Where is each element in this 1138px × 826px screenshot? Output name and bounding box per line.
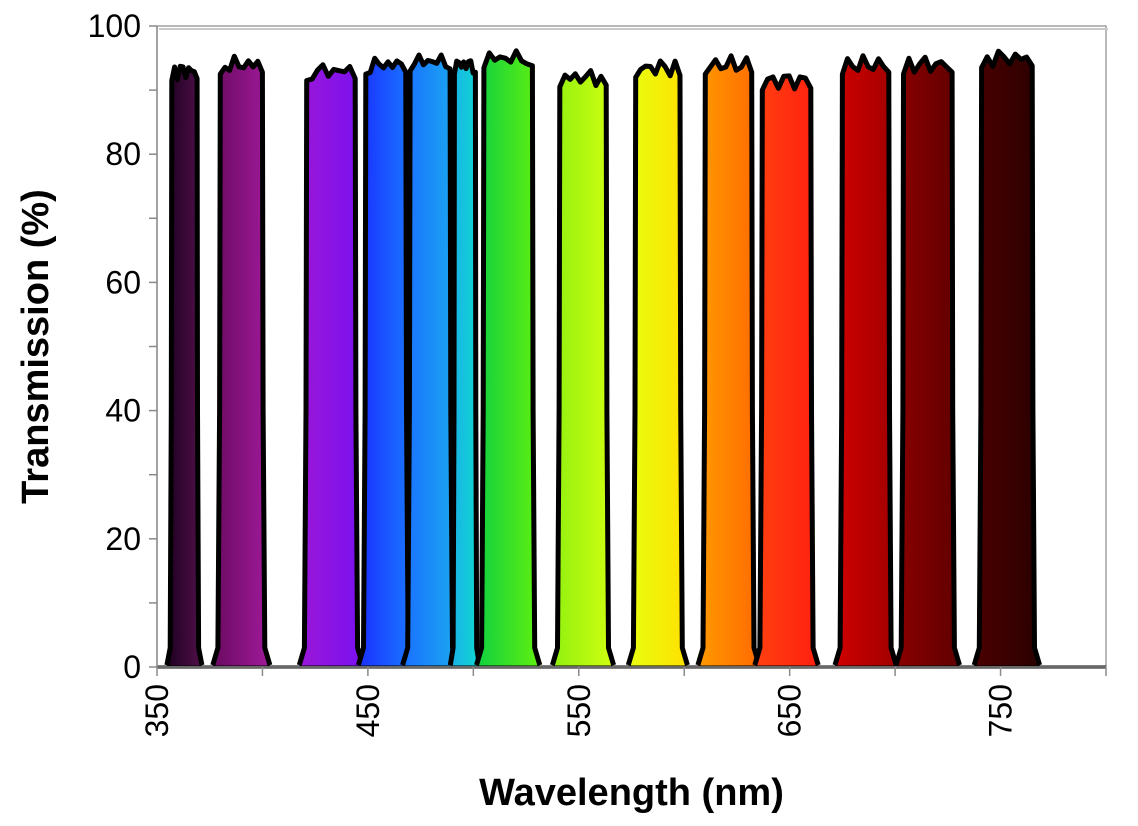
filter-band-outline-11 — [752, 73, 821, 666]
filter-band-outline-9 — [625, 58, 690, 666]
filter-band-fill-10 — [697, 55, 760, 668]
y-tick-label: 40 — [105, 393, 141, 429]
x-axis-title: Wavelength (nm) — [479, 772, 784, 814]
filter-band-fill-2 — [212, 56, 270, 667]
filter-band-fill-7 — [476, 50, 540, 668]
filter-band-outline-13 — [893, 54, 962, 666]
filter-band-fill-8 — [552, 70, 614, 668]
filter-band-outline-4 — [356, 55, 416, 666]
y-axis-title: Transmission (%) — [15, 189, 57, 504]
axis-labels: Wavelength (nm) Transmission (%) — [15, 189, 784, 814]
axes: 0 20 40 60 80 100 350 450 550 650 750 — [88, 8, 1107, 737]
x-tick-label: 450 — [350, 684, 386, 737]
filter-band-fill-1 — [166, 66, 202, 668]
x-tick-label: 350 — [139, 684, 175, 737]
y-tick-label: 100 — [88, 8, 141, 44]
x-tick-label: 750 — [983, 684, 1019, 737]
filter-band-fill-9 — [628, 61, 688, 667]
filter-band-outline-10 — [695, 53, 762, 666]
y-tick-label: 80 — [105, 136, 141, 172]
filter-band-fill-6 — [450, 60, 480, 668]
filter-band-fill-13 — [896, 57, 960, 667]
filter-band-outline-5 — [400, 52, 460, 666]
y-tick-label: 20 — [105, 521, 141, 557]
filter-band-fill-5 — [402, 55, 458, 667]
filter-band-outline-14 — [971, 48, 1042, 666]
filter-band-outline-3 — [296, 62, 366, 666]
filter-band-outline-8 — [550, 68, 616, 666]
filter-band-fill-3 — [299, 64, 363, 668]
filter-band-outline-2 — [210, 53, 273, 666]
filter-band-outline-6 — [447, 58, 482, 666]
filter-band-outline-12 — [832, 53, 899, 666]
filter-band-fill-4 — [358, 58, 414, 668]
filter-curves — [157, 48, 1106, 669]
y-tick-label: 60 — [105, 264, 141, 300]
y-tick-label: 0 — [123, 649, 141, 685]
x-tick-label: 650 — [772, 684, 808, 737]
filter-band-outline-7 — [474, 48, 543, 666]
filter-band-fill-11 — [754, 75, 819, 667]
filter-band-outline-1 — [164, 63, 205, 666]
x-tick-label: 550 — [561, 684, 597, 737]
filter-band-fill-12 — [835, 55, 897, 667]
filter-band-fill-14 — [974, 51, 1040, 667]
